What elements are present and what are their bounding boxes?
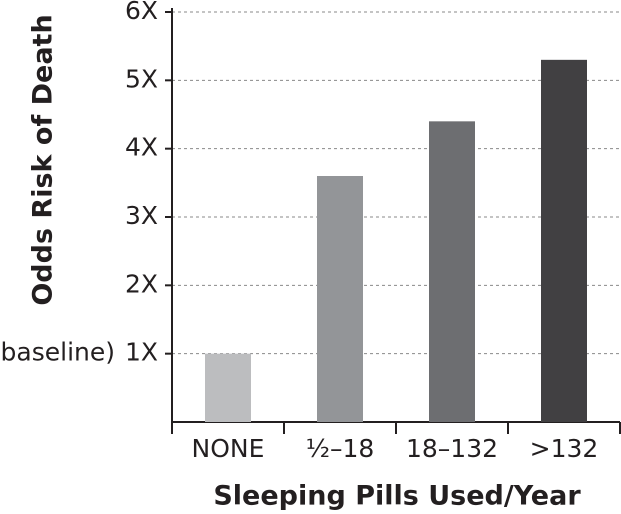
x-tick-label: NONE xyxy=(192,434,265,463)
x-tick-label: ½–18 xyxy=(306,434,375,463)
x-axis-title: Sleeping Pills Used/Year xyxy=(213,481,581,512)
x-tick-label: >132 xyxy=(530,434,599,463)
y-tick-label: 4X xyxy=(125,133,158,162)
bar xyxy=(429,121,475,422)
y-axis-title: Odds Risk of Death xyxy=(28,14,59,305)
annotation: (baseline) xyxy=(0,338,115,367)
y-tick-label: 5X xyxy=(125,64,158,93)
x-tick-label: 18–132 xyxy=(406,434,498,463)
y-tick-label: 6X xyxy=(125,0,158,25)
y-tick-label: 1X xyxy=(125,338,158,367)
y-tick-label: 2X xyxy=(125,269,158,298)
bar xyxy=(541,59,587,422)
y-tick-label: 3X xyxy=(125,201,158,230)
bar xyxy=(317,176,363,422)
bar xyxy=(205,353,251,422)
